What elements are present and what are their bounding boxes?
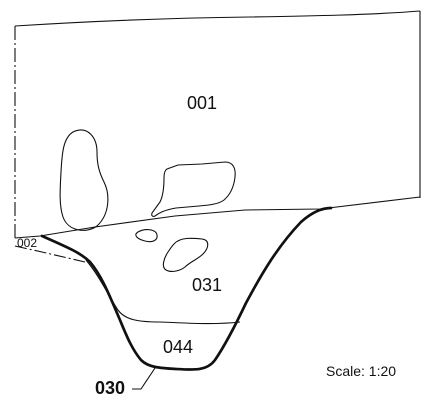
inclusion-small-oval xyxy=(135,229,158,243)
cut-030-outline xyxy=(40,206,333,371)
cut-030-leader xyxy=(132,367,156,390)
inclusion-upper-center xyxy=(151,161,236,217)
label-cut-030: 030 xyxy=(95,378,125,398)
label-context-001: 001 xyxy=(187,93,217,113)
upper-boundary-line xyxy=(14,10,421,27)
label-context-031: 031 xyxy=(192,275,222,295)
label-context-044: 044 xyxy=(163,337,193,357)
inclusion-tall-left xyxy=(59,129,109,231)
label-context-002: 002 xyxy=(17,236,37,250)
scale-label: Scale: 1:20 xyxy=(326,363,396,379)
inclusion-lower-center xyxy=(162,237,209,272)
layer-002-boundary xyxy=(14,245,86,263)
